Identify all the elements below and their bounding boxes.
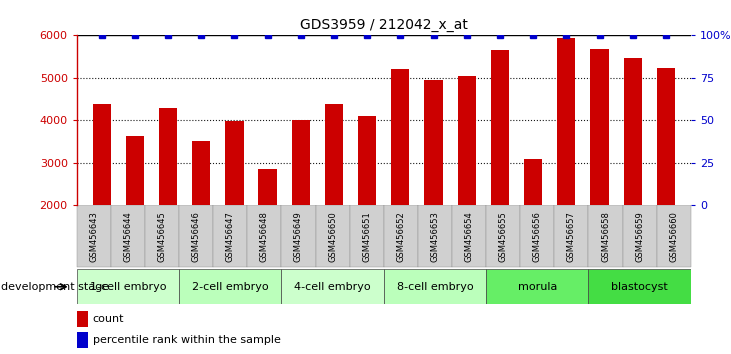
Text: GSM456658: GSM456658 (601, 211, 610, 262)
Text: 1-cell embryo: 1-cell embryo (90, 282, 166, 292)
Text: morula: morula (518, 282, 557, 292)
Text: GSM456652: GSM456652 (396, 211, 405, 262)
Bar (93, 104, 111, 205)
Bar (77, 269, 179, 304)
Bar (77, 311, 88, 327)
Text: GSM456646: GSM456646 (192, 211, 200, 262)
Bar (384, 269, 486, 304)
Text: blastocyst: blastocyst (611, 282, 668, 292)
Text: 2-cell embryo: 2-cell embryo (192, 282, 268, 292)
Text: GSM456649: GSM456649 (294, 211, 303, 262)
Text: GSM456654: GSM456654 (465, 211, 474, 262)
Bar (588, 269, 691, 304)
Bar (524, 159, 542, 205)
Text: GSM456647: GSM456647 (226, 211, 235, 262)
Text: GSM456650: GSM456650 (328, 211, 337, 262)
Bar (656, 68, 675, 205)
Bar (391, 69, 409, 205)
Title: GDS3959 / 212042_x_at: GDS3959 / 212042_x_at (300, 18, 468, 32)
Bar (126, 136, 144, 205)
Text: GSM456648: GSM456648 (260, 211, 269, 262)
Bar (179, 269, 281, 304)
Text: GSM456645: GSM456645 (158, 211, 167, 262)
Text: 4-cell embryo: 4-cell embryo (295, 282, 371, 292)
Bar (325, 104, 343, 205)
Bar (491, 50, 509, 205)
Text: GSM456655: GSM456655 (499, 211, 507, 262)
Bar (486, 269, 588, 304)
Bar (192, 141, 211, 205)
Text: GSM456644: GSM456644 (124, 211, 132, 262)
Text: count: count (93, 314, 124, 324)
Text: percentile rank within the sample: percentile rank within the sample (93, 335, 281, 345)
Text: GSM456643: GSM456643 (89, 211, 98, 262)
Text: GSM456660: GSM456660 (670, 211, 678, 262)
Bar (259, 169, 277, 205)
Bar (358, 116, 376, 205)
Text: development stage: development stage (1, 282, 109, 292)
Text: GSM456651: GSM456651 (363, 211, 371, 262)
Bar (425, 80, 443, 205)
Bar (624, 58, 642, 205)
Bar (77, 332, 88, 348)
Bar (591, 49, 609, 205)
Bar (159, 108, 177, 205)
Bar (281, 269, 384, 304)
Bar (292, 120, 310, 205)
Bar (557, 38, 575, 205)
Text: GSM456657: GSM456657 (567, 211, 576, 262)
Bar (458, 76, 476, 205)
Text: GSM456656: GSM456656 (533, 211, 542, 262)
Text: GSM456653: GSM456653 (431, 211, 439, 262)
Text: GSM456659: GSM456659 (635, 211, 644, 262)
Bar (225, 121, 243, 205)
Text: 8-cell embryo: 8-cell embryo (397, 282, 473, 292)
